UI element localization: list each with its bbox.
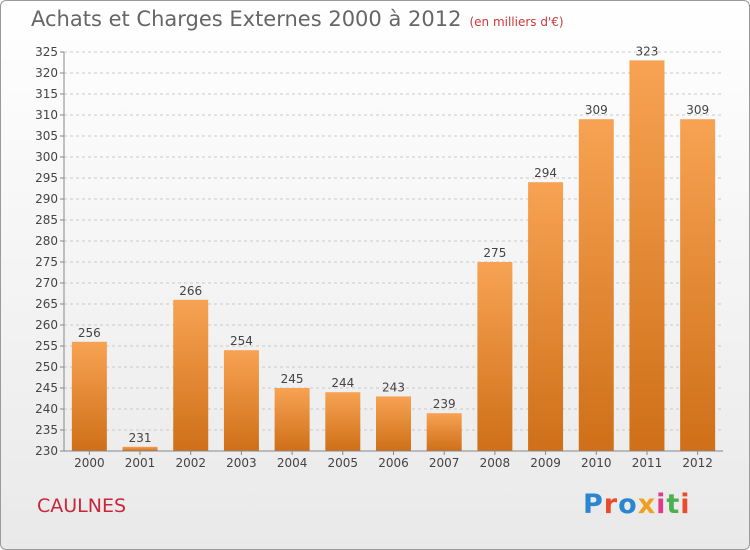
y-tick-label: 265 <box>35 297 58 311</box>
x-tick-label: 2009 <box>530 456 561 470</box>
logo-letter: i <box>656 489 667 520</box>
data-label: 243 <box>382 380 405 394</box>
bars-layer <box>71 60 716 452</box>
y-tick-label: 250 <box>35 360 58 374</box>
x-tick-label: 2000 <box>74 456 105 470</box>
logo-letter: i <box>680 489 691 520</box>
y-tick-label: 300 <box>35 150 58 164</box>
bar <box>376 396 411 451</box>
labels-layer: 256 231 266 254 245 244 243 239 275 294 309 323 309 <box>78 44 709 444</box>
bar <box>680 119 716 451</box>
title-text: Achats et Charges Externes 2000 à 2012 <box>31 7 462 31</box>
logo-letter: r <box>603 489 619 520</box>
x-tick-label: 2011 <box>632 456 663 470</box>
x-tick-label: 2005 <box>328 456 359 470</box>
axis-layer: 230 235 240 245 250 255 260 265 270 275 280 285 290 2… <box>35 45 723 470</box>
data-label: 294 <box>534 166 557 180</box>
data-label: 245 <box>281 372 304 386</box>
x-tick-label: 2003 <box>226 456 257 470</box>
y-tick-label: 235 <box>35 423 58 437</box>
bar <box>578 119 614 451</box>
y-tick-label: 295 <box>35 171 58 185</box>
y-tick-label: 240 <box>35 402 58 416</box>
x-tick-label: 2008 <box>480 456 511 470</box>
y-tick-label: 260 <box>35 318 58 332</box>
data-label: 309 <box>585 103 608 117</box>
y-tick-label: 320 <box>35 66 58 80</box>
data-label: 254 <box>230 334 253 348</box>
bar <box>325 392 361 451</box>
bar <box>629 60 665 452</box>
y-tick-label: 245 <box>35 381 58 395</box>
x-tick-label: 2006 <box>378 456 409 470</box>
y-tick-label: 310 <box>35 108 58 122</box>
x-tick-label: 2007 <box>429 456 460 470</box>
logo-letter: x <box>637 489 657 520</box>
x-tick-label: 2001 <box>125 456 156 470</box>
x-tick-label: 2002 <box>175 456 206 470</box>
bar <box>426 413 462 451</box>
bar <box>223 350 259 451</box>
x-tick-label: 2012 <box>682 456 713 470</box>
bar <box>528 182 564 451</box>
y-tick-label: 230 <box>35 444 58 458</box>
bar <box>71 341 107 451</box>
bar <box>122 446 158 451</box>
x-tick-label: 2004 <box>277 456 308 470</box>
y-tick-label: 270 <box>35 276 58 290</box>
data-label: 231 <box>129 431 152 445</box>
logo-letter: t <box>666 489 681 520</box>
data-label: 244 <box>331 376 354 390</box>
data-label: 266 <box>179 284 202 298</box>
logo-letter: P <box>583 489 604 520</box>
title-unit: (en milliers d'€) <box>469 15 564 29</box>
y-tick-label: 285 <box>35 213 58 227</box>
y-tick-label: 275 <box>35 255 58 269</box>
y-tick-label: 325 <box>35 45 58 59</box>
bar <box>274 388 310 451</box>
data-label: 309 <box>686 103 709 117</box>
data-label: 275 <box>483 246 506 260</box>
y-tick-label: 315 <box>35 87 58 101</box>
y-tick-label: 305 <box>35 129 58 143</box>
y-tick-label: 280 <box>35 234 58 248</box>
chart-title: Achats et Charges Externes 2000 à 2012 (e… <box>31 7 564 31</box>
y-tick-label: 255 <box>35 339 58 353</box>
logo-letter: o <box>618 489 638 520</box>
x-tick-label: 2010 <box>581 456 612 470</box>
data-label: 323 <box>636 44 659 58</box>
bar <box>173 299 209 451</box>
bar <box>477 262 513 451</box>
commune-name: CAULNES <box>37 495 127 517</box>
y-tick-label: 290 <box>35 192 58 206</box>
data-label: 239 <box>433 397 456 411</box>
proxiti-logo[interactable]: Proxiti <box>583 489 691 520</box>
data-label: 256 <box>78 326 101 340</box>
